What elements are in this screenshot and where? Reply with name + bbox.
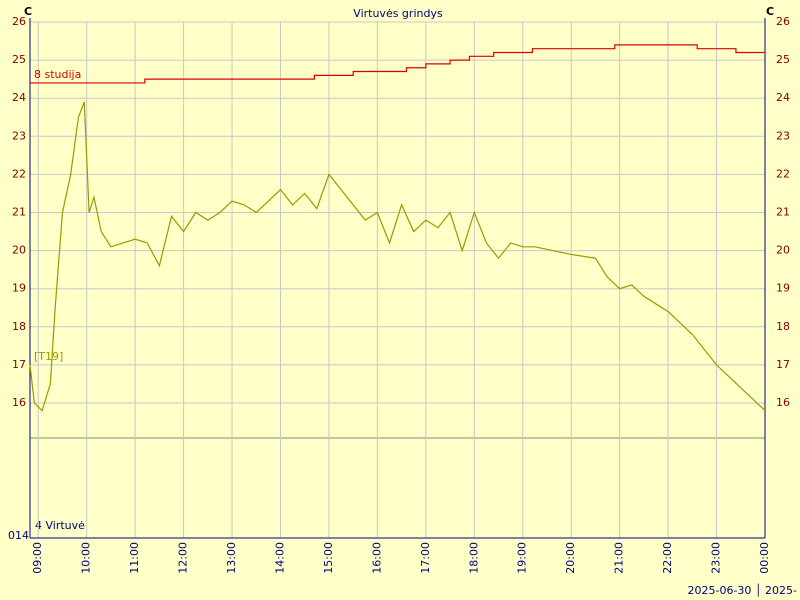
x-tick-label: 23:00 xyxy=(710,542,723,574)
y-tick-label-right: 21 xyxy=(776,206,790,219)
y-tick-label: 22 xyxy=(12,167,26,180)
x-tick-label: 15:00 xyxy=(322,542,335,574)
band-tick: 014 xyxy=(8,529,29,542)
y-tick-label: 21 xyxy=(12,206,26,219)
y-tick-label: 16 xyxy=(12,396,26,409)
y-tick-label-right: 26 xyxy=(776,15,790,28)
y-tick-label-right: 25 xyxy=(776,53,790,66)
x-tick-label: 12:00 xyxy=(177,542,190,574)
chart-title: Virtuvės grindys xyxy=(353,7,443,20)
x-tick-label: 22:00 xyxy=(661,542,674,574)
x-tick-label: 09:00 xyxy=(31,542,44,574)
x-tick-label: 21:00 xyxy=(613,542,626,574)
legend-entry: 8 studija xyxy=(34,68,81,81)
footer-date: 2025-06-30 │ 2025- xyxy=(687,583,797,597)
y-tick-label-right: 24 xyxy=(776,91,790,104)
y-tick-label: 18 xyxy=(12,320,26,333)
y-tick-label-right: 18 xyxy=(776,320,790,333)
x-tick-label: 19:00 xyxy=(516,542,529,574)
legend-entry: [T19] xyxy=(34,350,63,363)
y-tick-label: 20 xyxy=(12,244,26,257)
x-tick-label: 10:00 xyxy=(80,542,93,574)
y-tick-label-right: 19 xyxy=(776,282,790,295)
x-tick-label: 17:00 xyxy=(419,542,432,574)
y-tick-label-right: 23 xyxy=(776,129,790,142)
series-line xyxy=(30,44,765,84)
x-tick-label: 00:00 xyxy=(758,542,771,574)
y-tick-label-right: 20 xyxy=(776,244,790,257)
x-tick-label: 18:00 xyxy=(467,542,480,574)
x-tick-label: 14:00 xyxy=(273,542,286,574)
x-tick-label: 11:00 xyxy=(128,542,141,574)
y-tick-label: 26 xyxy=(12,15,26,28)
y-tick-label-right: 16 xyxy=(776,396,790,409)
band-label: 4 Virtuvė xyxy=(35,519,85,532)
x-tick-label: 20:00 xyxy=(564,542,577,574)
y-tick-label: 24 xyxy=(12,91,26,104)
y-unit-left: C xyxy=(24,5,32,18)
y-tick-label: 19 xyxy=(12,282,26,295)
y-tick-label: 17 xyxy=(12,358,26,371)
series-line xyxy=(29,101,766,412)
y-tick-label: 23 xyxy=(12,129,26,142)
y-tick-label-right: 22 xyxy=(776,167,790,180)
y-tick-label-right: 17 xyxy=(776,358,790,371)
y-unit-right: C xyxy=(766,5,774,18)
y-tick-label: 25 xyxy=(12,53,26,66)
x-tick-label: 16:00 xyxy=(370,542,383,574)
x-tick-label: 13:00 xyxy=(225,542,238,574)
